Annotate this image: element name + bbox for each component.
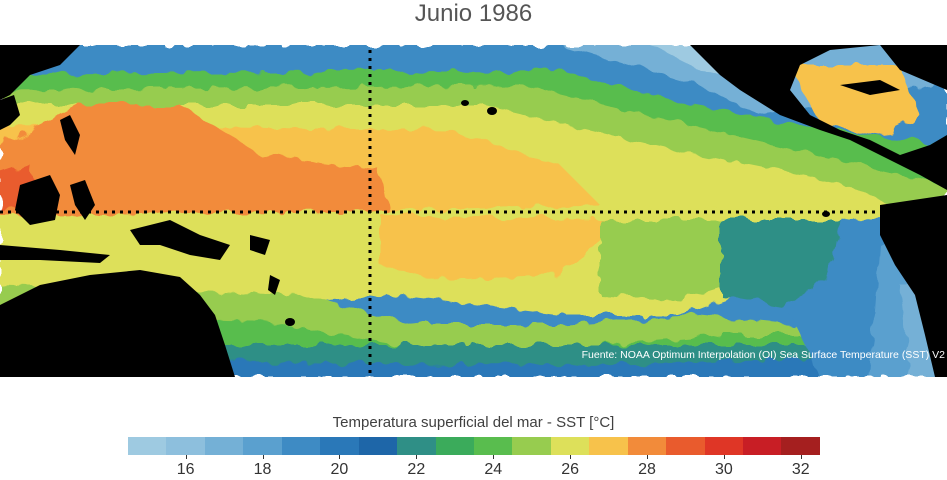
colorbar-swatch [166,437,205,455]
philippines-land [60,115,80,155]
colorbar-tick-mark [339,455,341,459]
colorbar-tick-label: 26 [561,461,579,478]
colorbar-tick-mark [723,455,725,459]
fiji-land [285,318,295,326]
source-credit: Fuente: NOAA Optimum Interpolation (OI) … [581,349,945,361]
australia-land [0,270,235,377]
colorbar-swatch [550,437,590,455]
colorbar-tick-label: 28 [638,461,656,478]
colorbar-tick-label: 32 [791,461,810,478]
colorbar-swatch [666,437,705,455]
south-america-land [880,195,947,377]
colorbar-swatch [704,437,743,455]
vanuatu-land [268,275,280,295]
colorbar-tick-mark [800,455,802,459]
north-america-land [690,45,947,190]
colorbar-tick-label: 22 [407,461,426,478]
colorbar-label: Temperatura superficial del mar - SST [°… [332,414,615,431]
colorbar-swatch [243,437,282,455]
new-guinea-land [130,220,230,260]
asia-coast-land [0,95,20,130]
colorbar-tick-label: 20 [330,461,349,478]
colorbar-swatch [473,437,513,455]
sst-map [0,45,947,377]
colorbar-tick-mark [570,455,572,459]
colorbar-swatch [281,437,321,455]
land-masses [0,45,947,377]
colorbar-tick-mark [647,455,648,459]
colorbar-tick-mark [493,455,495,459]
colorbar-swatch [204,437,244,455]
colorbar-swatch [627,437,667,455]
colorbar-swatch [743,437,782,455]
colorbar-tick-label: 16 [176,461,195,478]
colorbar-tick-label: 30 [714,461,733,478]
colorbar-tick-mark [416,455,418,459]
colorbar-swatch [781,437,820,455]
hawaii-land [461,100,469,106]
colorbar-tick-mark [185,455,187,459]
hawaii-big-island [487,107,497,115]
colorbar-tick-label: 24 [484,461,503,478]
solomon-land [250,235,270,255]
colorbar-ticks: 16 18 20 22 24 26 28 30 32 [128,455,820,480]
cuba-land [840,80,900,95]
sulawesi-land [70,180,95,220]
asia-land [0,45,80,100]
map-title: Junio 1986 [414,0,533,27]
colorbar [128,437,820,455]
colorbar-swatch [320,437,359,455]
colorbar-swatch [435,437,474,455]
colorbar-tick-mark [262,455,264,459]
sst-map-canvas [0,45,947,377]
colorbar-swatch [589,437,628,455]
java-land [0,245,110,263]
colorbar-swatch [512,437,551,455]
colorbar-swatch [128,437,167,455]
colorbar-tick-label: 18 [253,461,272,478]
colorbar-swatch [397,437,436,455]
colorbar-swatch [358,437,398,455]
